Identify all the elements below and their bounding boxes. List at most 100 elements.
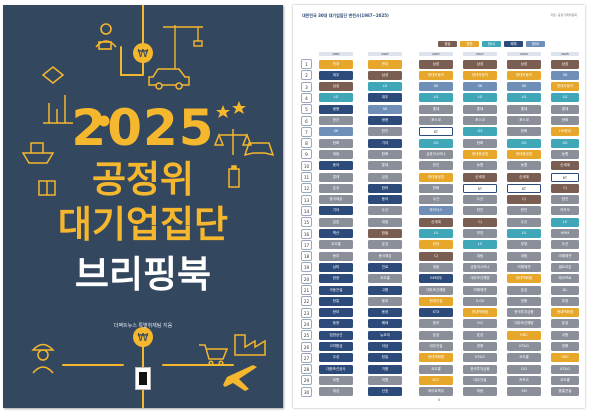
group-cell: 효성 [507, 285, 541, 295]
stars-icon [216, 101, 246, 118]
group-cell: 롯데 [419, 104, 453, 114]
group-cell: 동부 [419, 319, 453, 329]
group-cell: 효성 [419, 330, 453, 340]
group-cell: 미원 [368, 375, 402, 385]
group-cell: KCC [419, 375, 453, 385]
rank-number: 8 [301, 138, 312, 149]
group-cell: 고합 [368, 285, 402, 295]
group-cell: 현대 [419, 240, 453, 250]
year-header: 1987 [319, 52, 353, 56]
group-cell: 쌍용 [319, 104, 353, 114]
group-cell: 두산 [419, 195, 453, 205]
group-cell: 신세계 [507, 172, 541, 182]
group-cell: LS [551, 217, 579, 227]
group-cell: 미원 [319, 375, 353, 385]
group-cell: 삼성 [463, 59, 497, 69]
group-cell: 현대중공업 [419, 172, 453, 182]
group-cell: 동부 [368, 296, 402, 306]
group-cell: 동양 [368, 308, 402, 318]
rank-number: 12 [301, 183, 312, 194]
group-cell: 효성 [551, 319, 579, 329]
group-cell: 대우건설 [419, 342, 453, 351]
group-cell: 범양상선 [319, 330, 353, 340]
group-cell: 동양 [319, 319, 353, 329]
group-cell: 대우 [368, 93, 402, 103]
group-cell: 대림 [419, 262, 453, 272]
group-cell: 동국제강 [319, 195, 353, 205]
group-cell: 부영 [507, 240, 541, 250]
rank-number: 13 [301, 194, 312, 205]
group-cell: 현대자동차 [463, 70, 497, 80]
scale-icon [213, 129, 253, 155]
group-cell: 현대백화점 [551, 308, 579, 318]
group-cell: 미래에셋 [463, 285, 497, 295]
group-cell: 카카오 [551, 206, 579, 216]
group-cell: 현대 [368, 59, 402, 69]
group-cell: 한화 [319, 138, 353, 148]
group-cell: LG [368, 82, 402, 92]
rank-number: 17 [301, 239, 312, 250]
airplane-icon [223, 365, 257, 391]
rank-number: 26 [301, 341, 312, 352]
rank-number: 7 [301, 126, 312, 137]
group-cell: 대우조선해양 [463, 274, 497, 284]
rank-number: 29 [301, 375, 312, 386]
group-cell: 한진 [463, 206, 497, 216]
group-cell: 현대 [319, 59, 353, 69]
year-header: 1997 [368, 52, 402, 56]
legend-item: 범삼 [438, 41, 457, 47]
group-cell: 효성 [368, 240, 402, 250]
group-cell: 한국투자금융 [463, 364, 497, 374]
table-page: 대한민국 30대 대기업집단 변천사(1987~2025) 자료: 공정거래위원… [293, 5, 585, 408]
group-cell: CJ [551, 183, 579, 193]
group-cell: 한진 [368, 127, 402, 137]
group-cell: 삼성 [368, 70, 402, 80]
group-cell: 포스코 [507, 116, 541, 125]
group-cell: 현대중공업 [463, 149, 497, 159]
rank-number: 3 [301, 81, 312, 92]
group-cell: 한진 [551, 195, 579, 205]
group-cell: 거평 [368, 364, 402, 374]
group-cell: 삼성 [319, 82, 353, 92]
group-cell: 대림 [507, 251, 541, 261]
rank-number: 23 [301, 307, 312, 318]
group-cell: 한솔 [368, 229, 402, 238]
group-cell: 영풍 [463, 342, 497, 351]
group-cell: 두산 [368, 206, 402, 216]
group-cell: 두산 [463, 195, 497, 205]
group-cell: SK [551, 70, 579, 80]
legend-item: 범SK [526, 41, 545, 47]
group-cell: 대림 [368, 217, 402, 227]
group-cell: 하이트맥주 [419, 387, 453, 397]
handshake-icon [41, 66, 65, 84]
book-cover: ₩ [3, 5, 283, 408]
group-cell: 부영 [463, 229, 497, 238]
group-cell: 한양 [319, 274, 353, 284]
group-cell: 동국제강 [368, 251, 402, 261]
group-cell: 두산 [551, 240, 579, 250]
group-cell: 신세계 [551, 161, 579, 171]
group-cell: DL [551, 285, 579, 295]
group-cell: LS [419, 229, 453, 238]
rank-number: 2 [301, 70, 312, 81]
group-cell: KT&G [463, 353, 497, 363]
group-cell: 대우조선해양 [507, 319, 541, 329]
group-cell: 롯데 [463, 104, 497, 114]
factory-icon [234, 334, 266, 356]
group-cell: LG [319, 93, 353, 103]
page-title: 대한민국 30대 대기업집단 변천사(1987~2025) [302, 13, 389, 18]
group-cell: 롯데 [368, 161, 402, 171]
group-cell: 롯데 [319, 172, 353, 182]
cover-author: 더팩트뉴스 특별취재팀 지음 [113, 323, 173, 329]
group-cell: 현대백화점 [419, 353, 453, 363]
group-cell: 신호 [368, 387, 402, 397]
group-cell: 영풍 [551, 342, 579, 351]
rank-number: 28 [301, 364, 312, 375]
group-cell: 한진 [319, 116, 353, 125]
group-cell: SM [507, 387, 541, 397]
group-cell: CJ [463, 217, 497, 227]
group-cell: 극동건설 [319, 285, 353, 295]
shopping-cart-icon [199, 344, 229, 366]
group-cell: OCI [507, 364, 541, 374]
rank-number: 9 [301, 149, 312, 160]
